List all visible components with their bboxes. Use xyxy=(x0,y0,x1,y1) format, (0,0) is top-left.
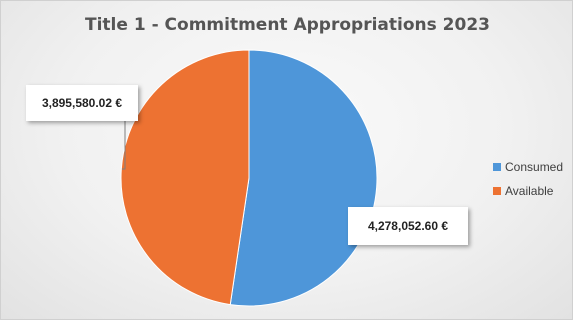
legend-label-available: Available xyxy=(505,184,554,198)
legend-item-consumed: Consumed xyxy=(493,159,563,175)
data-label-available: 3,895,580.02 € xyxy=(26,85,138,121)
pie-slice-consumed xyxy=(229,49,378,307)
legend-label-consumed: Consumed xyxy=(505,160,564,174)
pie-slice-available xyxy=(120,49,250,306)
legend: Consumed Available xyxy=(493,159,563,207)
legend-swatch-consumed xyxy=(493,163,501,171)
chart-title: Title 1 - Commitment Appropriations 2023 xyxy=(85,15,490,35)
legend-item-available: Available xyxy=(493,183,563,199)
data-label-consumed: 4,278,052.60 € xyxy=(348,207,468,245)
leader-line-available xyxy=(122,121,126,170)
legend-swatch-available xyxy=(493,187,501,195)
